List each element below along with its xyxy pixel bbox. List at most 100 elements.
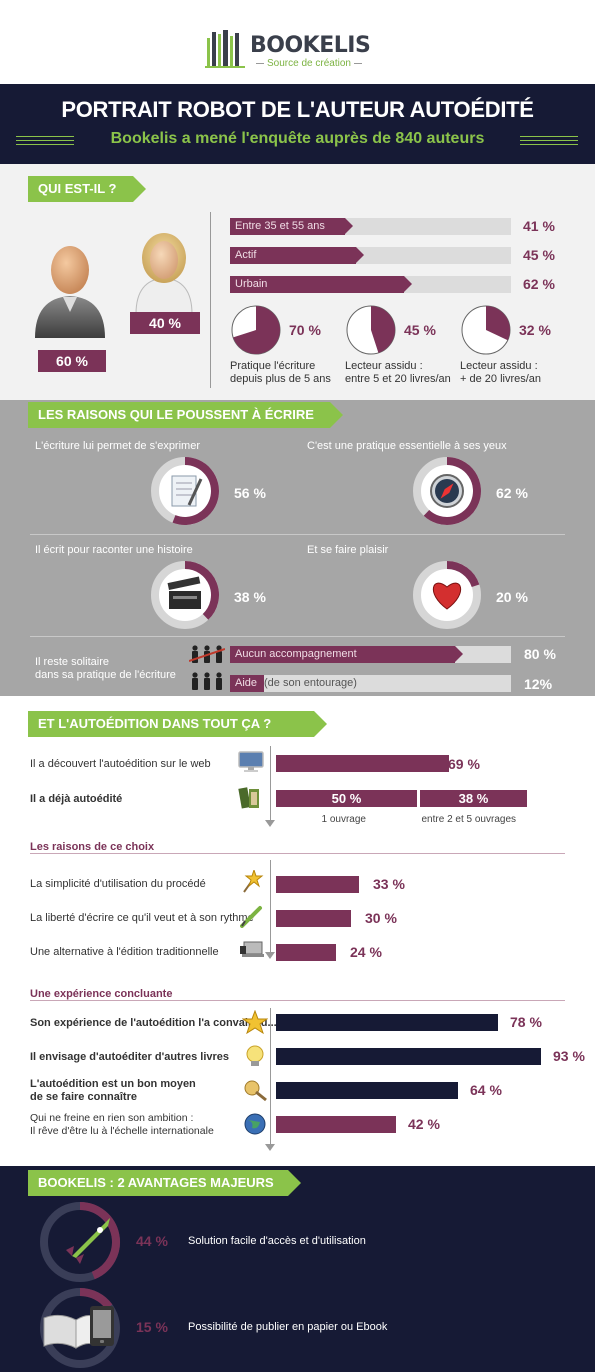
why-bar: [276, 944, 336, 961]
web-bar: [276, 755, 449, 772]
why-label: Une alternative à l'édition traditionnel…: [30, 946, 219, 958]
who-tag: QUI EST-IL ?: [28, 176, 146, 202]
who-pie-pct: 70 %: [289, 322, 321, 338]
exp-label-line-2: Il rêve d'être lu à l'échelle internatio…: [30, 1125, 214, 1137]
heart-icon: [432, 582, 462, 610]
axis-arrow-2: [265, 952, 275, 959]
pie-caption-line-1: Pratique l'écriture: [230, 360, 316, 372]
who-pie-pct: 45 %: [404, 322, 436, 338]
female-percentage: 40 %: [130, 312, 200, 334]
who-pie-chart: [346, 305, 396, 355]
page-subtitle: Bookelis a mené l'enquête auprès de 840 …: [110, 130, 485, 147]
female-avatar-icon: [135, 233, 193, 314]
exp-pct: 93 %: [553, 1048, 585, 1064]
brand-name: BOOKELIS: [250, 33, 371, 58]
exp-bar: [276, 1082, 458, 1099]
advantage-label: Solution facile d'accès et d'utilisation: [188, 1235, 366, 1247]
why-label: La simplicité d'utilisation du procédé: [30, 878, 206, 890]
support-bar-none: Aucun accompagnement: [230, 646, 463, 663]
exp-pct: 42 %: [408, 1116, 440, 1132]
exp-label: L'autoédition est un bon moyen de se fair…: [30, 1078, 196, 1104]
reason-ring-chart: [151, 457, 219, 525]
done-caption-1: 1 ouvrage: [321, 814, 366, 825]
advantage-ring-chart: [40, 1202, 120, 1282]
who-bar: Urbain: [230, 276, 412, 293]
pie-slice: [486, 306, 510, 341]
left-decor-lines: [16, 136, 74, 150]
web-pct: 69 %: [448, 756, 480, 772]
reason-label-4: Et se faire plaisir: [307, 544, 389, 556]
support-pct-help: 12%: [524, 676, 553, 692]
reason-label-2: C'est une pratique essentielle à ses yeu…: [307, 440, 507, 452]
who-bar: Actif: [230, 247, 364, 264]
divider-line: [210, 212, 211, 388]
monitor-icon: [238, 751, 264, 772]
reason-label-1: L'écriture lui permet de s'exprimer: [35, 440, 200, 452]
why-title: Les raisons de ce choix: [30, 841, 155, 853]
exp-pct: 78 %: [510, 1014, 542, 1030]
support-track-2: [230, 675, 511, 692]
why-pct: 30 %: [365, 910, 397, 926]
books-logo-icon: [205, 30, 245, 68]
axis-line-1: [270, 746, 271, 822]
solitary-label: Il reste solitaire dans sa pratique de l…: [35, 656, 176, 682]
reason-pct: 38 %: [234, 589, 266, 605]
exp-label: Son expérience de l'autoédition l'a conv…: [30, 1017, 277, 1030]
rocket-icon: [66, 1218, 110, 1264]
done-caption-2: entre 2 et 5 ouvrages: [421, 814, 517, 825]
solitary-line-2: dans sa pratique de l'écriture: [35, 669, 176, 681]
advantage-pct: 15 %: [136, 1319, 168, 1335]
why-pct: 33 %: [373, 876, 405, 892]
who-section: QUI EST-IL ? 60 % 40 % Entre 35 et 55 an…: [0, 164, 595, 400]
done-bar-2: 38 %: [420, 790, 527, 807]
reasons-section: LES RAISONS QUI LE POUSSENT À ÉCRIRE L'é…: [0, 400, 595, 696]
male-percentage: 60 %: [38, 350, 106, 372]
support-pct-none: 80 %: [524, 646, 556, 662]
star-icon: [242, 1010, 268, 1034]
pencil-icon: [240, 906, 262, 928]
pie-caption-line-2: depuis plus de 5 ans: [230, 373, 331, 385]
axis-line-2: [270, 860, 271, 954]
books-icon: [238, 787, 259, 809]
exp-label-line-1: Son expérience de l'autoédition l'a conv…: [30, 1017, 277, 1029]
who-pie-chart: [231, 305, 281, 355]
reason-ring-chart: [151, 561, 219, 629]
who-bar: Entre 35 et 55 ans: [230, 218, 353, 235]
ring-arc: [423, 457, 481, 525]
brand-tagline: Source de création: [253, 58, 365, 69]
support-label-none: Aucun accompagnement: [235, 648, 357, 660]
pie-caption-line-1: Lecteur assidu :: [460, 360, 538, 372]
lightbulb-icon: [246, 1045, 264, 1066]
support-label-help: Aide: [235, 677, 258, 689]
compass-icon: [430, 474, 464, 508]
exp-label-line-1: L'autoédition est un bon moyen: [30, 1078, 196, 1090]
book-ebook-icon: [43, 1306, 114, 1349]
why-bar: [276, 876, 359, 893]
pie-slice: [233, 306, 280, 354]
who-bar-label: Urbain: [235, 278, 268, 290]
exp-bar: [276, 1014, 498, 1031]
selfpub-tag: ET L'AUTOÉDITION DANS TOUT ÇA ?: [28, 711, 327, 737]
why-pct: 24 %: [350, 944, 382, 960]
why-bar: [276, 910, 351, 927]
who-bar-label: Entre 35 et 55 ans: [235, 220, 325, 232]
ring-arc: [172, 457, 219, 525]
page-title: PORTRAIT ROBOT DE L'AUTEUR AUTOÉDITÉ: [61, 97, 534, 122]
reasons-divider: [30, 534, 565, 535]
exp-label-line-1: Qui ne freine en rien son ambition :: [30, 1112, 194, 1124]
done-pct-2: 38 %: [458, 791, 489, 806]
who-bar-pct: 41 %: [523, 218, 555, 234]
who-bar-pct: 45 %: [523, 247, 555, 263]
exp-label-line-2: de se faire connaître: [30, 1091, 137, 1103]
why-label: La liberté d'écrire ce qu'il veut et à s…: [30, 912, 254, 924]
reasons-tag: LES RAISONS QUI LE POUSSENT À ÉCRIRE: [28, 402, 343, 428]
advantage-pct: 44 %: [136, 1233, 168, 1249]
exp-bar: [276, 1048, 541, 1065]
who-pie-caption: Lecteur assidu : + de 20 livres/an: [460, 360, 541, 386]
exp-label: Il envisage d'autoéditer d'autres livres: [30, 1051, 229, 1064]
male-avatar-icon: [35, 246, 105, 338]
clapperboard-icon: [167, 576, 201, 609]
who-pie-pct: 32 %: [519, 322, 551, 338]
axis-arrow-3: [265, 1144, 275, 1151]
exp-pct: 64 %: [470, 1082, 502, 1098]
